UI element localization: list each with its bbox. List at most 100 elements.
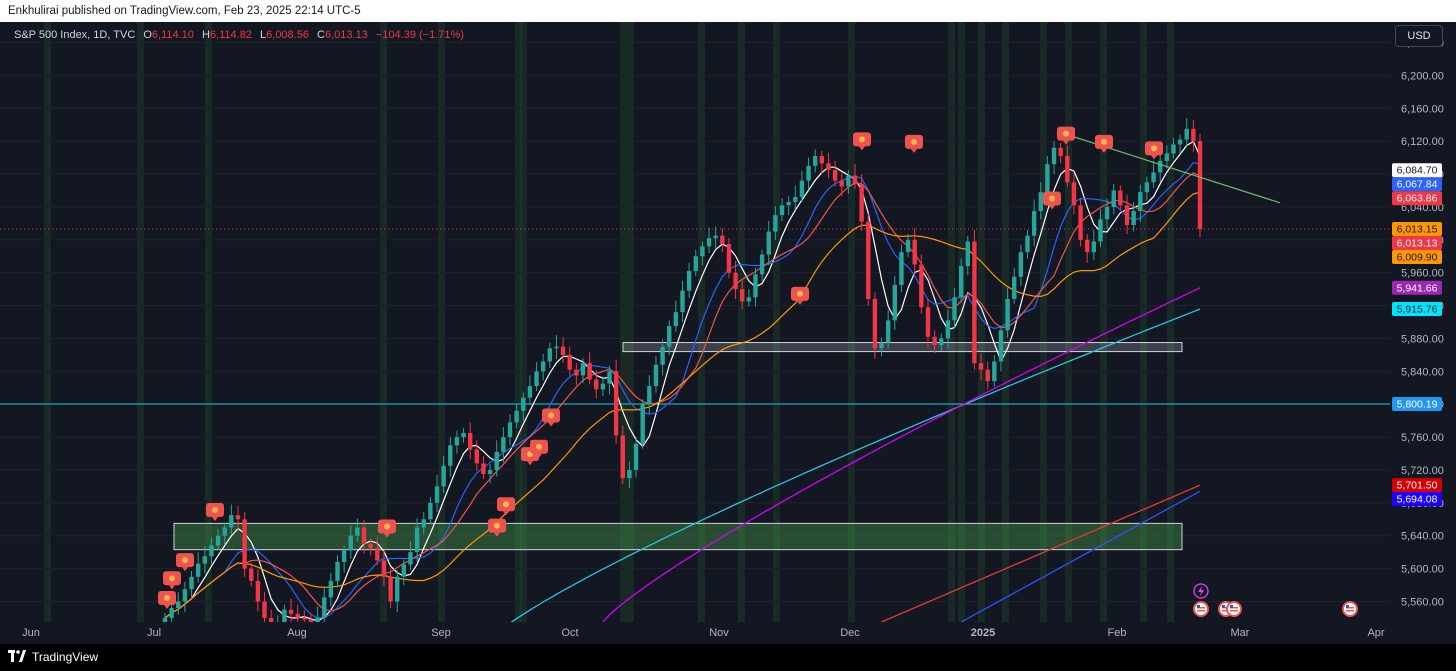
time-tick-label: Dec (840, 627, 860, 639)
candle-body (713, 235, 718, 239)
candle-body (1098, 219, 1103, 242)
candle-body (866, 221, 871, 299)
bell-icon (797, 290, 803, 297)
moving-averages (164, 140, 1201, 635)
candle-body (295, 613, 300, 618)
candle-body (474, 449, 480, 464)
candle-body (706, 238, 712, 247)
time-tick-label: Apr (1367, 627, 1384, 639)
candle-body (467, 432, 473, 450)
candle-body (1191, 128, 1196, 142)
chart-canvas[interactable]: 6,240.006,200.006,160.006,120.006,080.00… (0, 22, 1456, 644)
candle-body (826, 163, 831, 170)
tradingview-logo-icon (8, 645, 26, 671)
price-tag (1392, 250, 1442, 264)
candle-body (620, 435, 625, 479)
candle-body (958, 266, 964, 298)
publish-header: Enkhulirai published on TradingView.com,… (0, 0, 1456, 22)
price-tick-label: 6,160.00 (1401, 103, 1444, 115)
flag-canton (1230, 605, 1233, 608)
high-value: 6,114.82 (209, 29, 252, 41)
candle-body (892, 285, 898, 321)
candle-body (547, 348, 553, 362)
candle-body (368, 543, 373, 549)
candle-body (1151, 172, 1156, 183)
candle-body (872, 298, 878, 349)
time-tick-label: Nov (709, 627, 729, 639)
candle-body (832, 169, 838, 181)
price-tag-label: 6,013.15 (1397, 224, 1438, 236)
candle-body (215, 535, 221, 546)
bell-icon (536, 443, 542, 450)
bell-icon (212, 507, 218, 514)
candle-body (328, 580, 334, 598)
candle-body (1078, 205, 1083, 240)
time-tick-label: Feb (1108, 627, 1127, 639)
price-tick-label: 5,880.00 (1401, 333, 1444, 345)
candle-body (1038, 192, 1043, 212)
time-tick-label: Oct (561, 627, 578, 639)
us-flag-event-icon (1226, 601, 1242, 617)
price-tag (1392, 397, 1442, 412)
flag-stripe (1346, 607, 1354, 609)
candle-body (1058, 147, 1063, 156)
alert-marker-tail (1049, 205, 1055, 210)
ma-white-line (164, 140, 1201, 622)
currency-button[interactable]: USD (1395, 25, 1443, 47)
candle-body (1045, 164, 1050, 193)
candle-body (574, 369, 579, 376)
bell-icon (384, 523, 390, 530)
flag-stripe (1230, 607, 1238, 609)
candle-body (587, 363, 592, 380)
candle-body (540, 361, 546, 372)
candle-body (395, 576, 400, 602)
price-tick-label: 5,560.00 (1401, 596, 1444, 608)
session-band (620, 22, 627, 622)
session-band (1100, 22, 1107, 622)
candle-body (1012, 276, 1017, 299)
bell-icon (1151, 145, 1157, 152)
flag-stripe (1197, 610, 1205, 612)
alert-marker-tail (1101, 148, 1107, 153)
candle-body (720, 235, 725, 244)
candle-body (487, 469, 493, 475)
candle-body (507, 422, 513, 438)
bell-icon (859, 136, 865, 143)
chart-frame[interactable]: 6,240.006,200.006,160.006,120.006,080.00… (0, 22, 1456, 644)
grid (0, 42, 1390, 602)
session-band (205, 22, 212, 622)
candle-body (401, 564, 407, 577)
candle-body (912, 239, 917, 265)
candle-body (1104, 206, 1110, 220)
candle-body (673, 312, 679, 327)
candle-body (169, 608, 174, 618)
high-label: H (201, 29, 210, 41)
candle-body (647, 386, 652, 405)
low-value: 6,008.56 (266, 29, 309, 41)
candle-body (1157, 160, 1163, 173)
us-flag-event-icon (1342, 601, 1358, 617)
alert-marker-tail (503, 511, 509, 516)
time-tick-label: Sep (431, 627, 451, 639)
candle-body (182, 589, 188, 602)
candle-body (242, 519, 247, 569)
candle-body (521, 397, 526, 411)
us-flag-event-icon (1193, 601, 1209, 617)
candle-body (1164, 153, 1170, 161)
candle-body (806, 165, 811, 181)
candle-body (302, 617, 307, 620)
ma-blue-line (164, 161, 1201, 619)
candle-body (667, 326, 672, 347)
candle-body (195, 563, 201, 577)
candle-body (288, 609, 294, 614)
candle-body (919, 264, 924, 308)
price-tag (1392, 280, 1442, 295)
low-label: L (260, 29, 267, 41)
candle-body (1111, 190, 1116, 207)
candle-body (560, 346, 566, 355)
price-tick-label: 5,760.00 (1401, 432, 1444, 444)
bell-icon (182, 557, 188, 564)
footer-brand: TradingView (32, 650, 99, 664)
bell-icon (1063, 130, 1069, 137)
candle-body (633, 443, 639, 470)
